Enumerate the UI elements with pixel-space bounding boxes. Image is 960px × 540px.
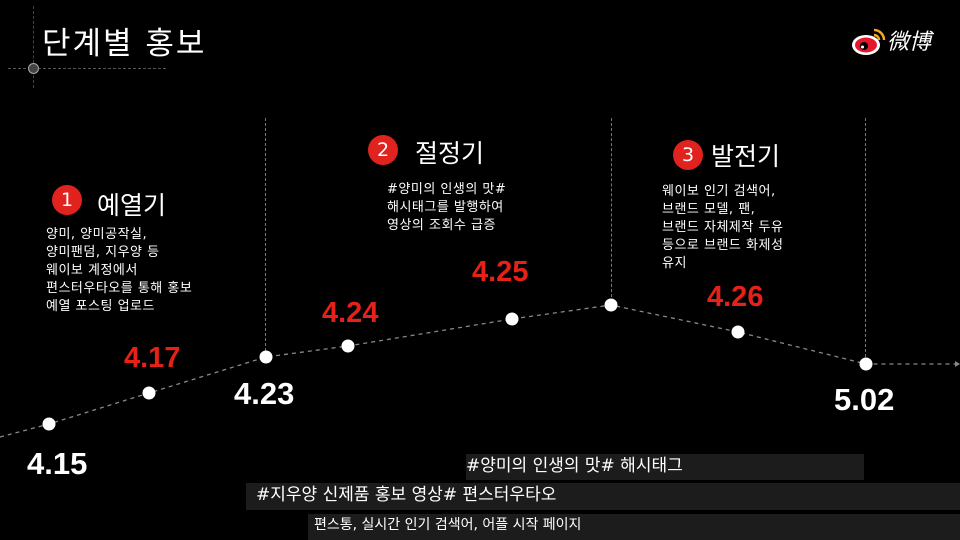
timeline-point-4.23 <box>259 350 273 364</box>
weibo-logo-text: 微博 <box>887 30 932 55</box>
stage-number-badge: 2 <box>368 135 398 165</box>
timeline-point-5.02 <box>859 357 873 371</box>
stage-title: 절정기 <box>415 139 485 168</box>
stage-divider-1 <box>265 118 266 356</box>
date-label: 4.17 <box>124 342 181 374</box>
timeline-point-4.25 <box>505 312 519 326</box>
slide-title: 단계별 홍보 <box>42 26 207 62</box>
stage-divider-3 <box>865 118 866 362</box>
timeline-point-4.24 <box>341 339 355 353</box>
channels-bar: 편스통, 실시간 인기 검색어, 어플 시작 페이지 <box>308 514 960 540</box>
timeline-arrow-icon <box>955 361 960 367</box>
promo-video-bar: #지우양 신제품 홍보 영상# 편스터우타오 <box>246 483 960 510</box>
hashtag-bar: #양미의 인생의 맛# 해시태그 <box>466 454 864 480</box>
timeline-point-4.15 <box>42 417 56 431</box>
title-vertical-guide <box>33 6 34 88</box>
stage-title: 예열기 <box>97 191 167 220</box>
date-label: 4.25 <box>472 256 529 288</box>
title-dot <box>28 63 39 74</box>
stage-description: 웨이보 인기 검색어, 브랜드 모델, 팬, 브랜드 자체제작 두유 등으로 브… <box>662 184 784 271</box>
date-label: 5.02 <box>834 382 895 417</box>
stage-title: 발전기 <box>711 142 781 171</box>
stage-description: 양미, 양미공작실, 양미팬덤, 지우양 등 웨이보 계정에서 편스터우타오를 … <box>46 227 193 314</box>
title-underline <box>8 68 166 69</box>
stage-description: #양미의 인생의 맛# 해시태그를 발행하여 영상의 조회수 급증 <box>387 182 507 233</box>
stage-divider-2 <box>611 118 612 302</box>
weibo-logo-icon <box>852 28 886 55</box>
date-label: 4.15 <box>27 446 88 481</box>
stage-number-badge: 1 <box>52 185 82 215</box>
date-label: 4.26 <box>707 281 764 313</box>
timeline-point-4.17 <box>142 386 156 400</box>
timeline-point-peak <box>604 298 618 312</box>
timeline-point-4.26 <box>731 325 745 339</box>
date-label: 4.24 <box>322 297 379 329</box>
timeline-line <box>0 304 955 438</box>
stage-number-badge: 3 <box>673 140 703 170</box>
date-label: 4.23 <box>234 376 295 411</box>
